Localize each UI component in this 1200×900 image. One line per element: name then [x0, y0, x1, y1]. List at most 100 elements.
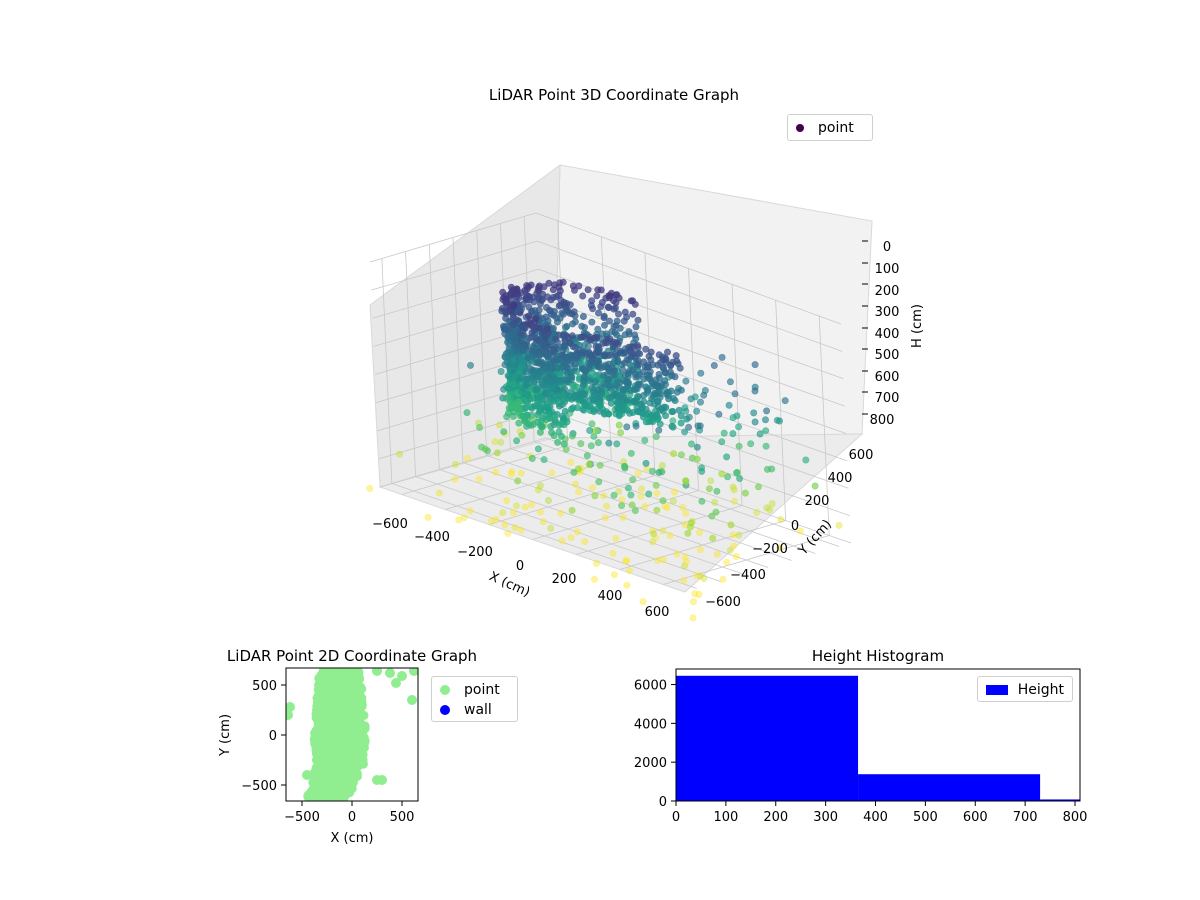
point-marker — [509, 357, 517, 365]
point-marker — [541, 332, 549, 340]
point-marker — [630, 385, 638, 393]
z-tick-label: 0 — [883, 240, 891, 255]
point-marker — [535, 400, 543, 408]
point-marker — [525, 312, 533, 320]
point-marker — [680, 562, 688, 570]
point-marker — [648, 395, 656, 403]
point-marker — [588, 297, 596, 305]
grid-line — [486, 455, 792, 561]
legend-label: point — [464, 682, 500, 698]
point-marker — [594, 286, 602, 294]
point-marker — [732, 553, 740, 561]
point-marker — [615, 294, 623, 302]
legend-label: point — [818, 120, 854, 136]
point-marker — [693, 572, 701, 580]
point-marker — [649, 538, 657, 546]
point-marker — [535, 282, 543, 290]
point-marker — [568, 373, 576, 381]
grid-line — [619, 520, 786, 570]
point-marker — [608, 393, 616, 401]
point-marker — [580, 341, 588, 349]
point-marker — [653, 506, 661, 514]
point-marker — [694, 422, 702, 430]
point-marker — [655, 370, 663, 378]
point-marker — [547, 524, 555, 532]
point-marker — [662, 403, 670, 411]
point-marker — [609, 370, 617, 378]
point-marker — [751, 387, 759, 395]
point-marker — [662, 356, 670, 364]
point-marker — [357, 734, 367, 744]
point-marker — [669, 450, 677, 458]
point-marker — [624, 378, 632, 386]
point-marker — [632, 422, 640, 430]
point-marker — [545, 279, 553, 287]
point-marker — [750, 409, 758, 417]
point-marker — [768, 500, 776, 508]
point-marker — [620, 462, 628, 470]
point-marker — [532, 334, 540, 342]
point-marker — [677, 419, 685, 427]
point-marker — [336, 681, 346, 691]
point-marker — [584, 286, 592, 294]
grid-line — [462, 462, 769, 568]
point-marker — [689, 598, 697, 606]
y-tick-label: 600 — [849, 448, 874, 463]
grid-line — [369, 212, 537, 263]
x-tick-label: 300 — [813, 810, 838, 825]
point-marker — [663, 504, 671, 512]
point-marker — [693, 407, 701, 415]
point-marker — [754, 483, 762, 491]
point-marker — [680, 576, 688, 584]
point-marker — [696, 546, 704, 554]
y-tick-label: −400 — [730, 568, 766, 583]
point-marker — [577, 440, 585, 448]
x-tick-label: 100 — [713, 810, 738, 825]
point-marker — [762, 442, 770, 450]
point-marker — [548, 384, 556, 392]
legend-label: wall — [464, 702, 492, 718]
chart-3d-title: LiDAR Point 3D Coordinate Graph — [489, 86, 739, 104]
point-marker — [629, 310, 637, 318]
point-marker — [333, 782, 343, 792]
point-marker — [500, 428, 508, 436]
legend-marker-icon — [440, 705, 450, 715]
point-marker — [614, 357, 622, 365]
point-marker — [527, 281, 535, 289]
point-marker — [320, 750, 330, 759]
grid-line — [540, 325, 847, 434]
x-tick-label: 0 — [348, 810, 356, 825]
point-marker — [537, 296, 545, 304]
point-marker — [675, 406, 683, 414]
point-marker — [705, 485, 713, 493]
point-marker — [338, 695, 348, 705]
point-marker — [579, 312, 587, 320]
point-marker — [512, 339, 520, 347]
point-marker — [526, 334, 534, 342]
point-marker — [719, 575, 727, 583]
point-marker — [583, 452, 591, 460]
point-marker — [658, 380, 666, 388]
point-marker — [685, 423, 693, 431]
point-marker — [508, 468, 516, 476]
point-marker — [397, 671, 407, 681]
chart-2d: LiDAR Point 2D Coordinate Graph −500 0 5… — [218, 647, 477, 846]
point-marker — [571, 393, 579, 401]
point-marker — [689, 614, 697, 622]
point-marker — [475, 475, 483, 483]
point-marker — [730, 486, 738, 494]
point-marker — [536, 508, 544, 516]
point-marker — [724, 473, 732, 481]
point-marker — [601, 514, 609, 522]
point-marker — [497, 367, 505, 375]
point-marker — [540, 456, 548, 464]
point-marker — [624, 484, 632, 492]
point-marker — [509, 321, 517, 329]
point-marker — [555, 399, 563, 407]
point-marker — [521, 413, 529, 421]
point-marker — [729, 531, 737, 539]
x-tick-label: 700 — [1013, 810, 1038, 825]
point-marker — [499, 509, 507, 517]
point-marker — [567, 458, 575, 466]
point-marker — [659, 556, 667, 564]
